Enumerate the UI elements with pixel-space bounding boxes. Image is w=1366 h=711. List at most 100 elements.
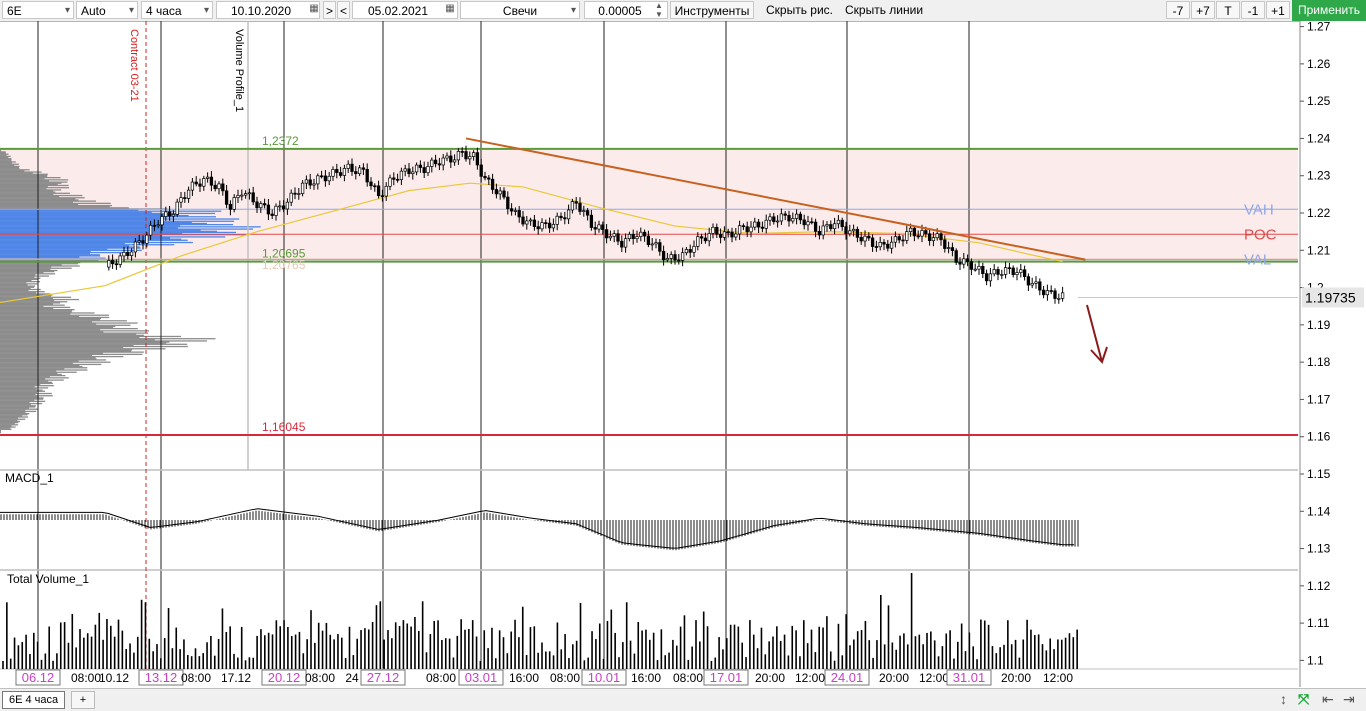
profile-bar [0, 221, 192, 224]
profile-bar [0, 326, 114, 329]
date-to-input[interactable]: 05.02.2021 [352, 1, 458, 19]
instruments-button[interactable]: Инструменты [670, 1, 754, 19]
time-tick-label: 13.12 [145, 670, 178, 685]
profile-bar [0, 276, 35, 278]
candle-body [669, 254, 673, 259]
fit-screen-icon[interactable]: ⤧ [1298, 691, 1310, 707]
profile-bar [0, 182, 62, 184]
profile-bar [0, 155, 11, 158]
profile-bar [0, 352, 103, 354]
scroll-start-icon[interactable]: ⇤ [1322, 691, 1334, 707]
profile-bar [0, 267, 72, 269]
zoom-plus1-button[interactable]: +1 [1266, 1, 1290, 19]
profile-bar [0, 320, 127, 322]
profile-bar [0, 397, 44, 399]
profile-bar [0, 323, 97, 325]
timeframe-select[interactable]: 4 часа [141, 1, 213, 19]
candle-body [555, 215, 559, 225]
add-tab-button[interactable]: + [71, 691, 95, 709]
chart-tab[interactable]: 6E 4 часа [2, 691, 66, 709]
price-tick-label: 1.1 [1307, 653, 1324, 667]
next-button[interactable]: > [323, 1, 336, 19]
candle-body [730, 231, 734, 238]
profile-bar [0, 316, 110, 319]
profile-bar [0, 264, 62, 266]
calendar-icon[interactable]: ▦ [445, 3, 455, 14]
candle-body [939, 233, 943, 241]
candle-body [825, 224, 829, 227]
candle-body [677, 259, 681, 262]
profile-bar [0, 293, 51, 295]
candle-body [646, 235, 651, 246]
profile-bar [0, 364, 80, 367]
price-tick-label: 1.17 [1307, 392, 1331, 406]
profile-bar [0, 430, 1, 433]
candle-body [1045, 290, 1050, 296]
grid [0, 21, 1298, 670]
hide-drawings-button[interactable]: Скрыть рис. [766, 3, 834, 17]
forecast-arrow[interactable] [1086, 304, 1103, 363]
candle-body [1022, 269, 1027, 278]
time-tick-label: 24.01 [831, 670, 864, 685]
candle-body [107, 260, 111, 268]
profile-bar [0, 331, 104, 333]
time-tick-label: 20:00 [879, 671, 909, 685]
candle-body [145, 234, 149, 244]
zoom-minus7-button[interactable]: -7 [1166, 1, 1190, 19]
spinner-icon[interactable]: ▲ ▼ [655, 1, 663, 19]
chart-type-select[interactable]: Свечи [460, 1, 580, 19]
candle-body [126, 251, 130, 257]
vah-label: VAH [1244, 201, 1274, 218]
scale-select[interactable]: Auto [76, 1, 138, 19]
price-axis[interactable]: 1.271.261.251.241.231.221.211.21.191.181… [1299, 21, 1366, 687]
scroll-end-icon[interactable]: ⇥ [1343, 691, 1355, 707]
prev-button[interactable]: < [337, 1, 350, 19]
profile-bar [0, 279, 32, 282]
macd-panel [0, 508, 1079, 551]
vertical-resize-icon[interactable]: ↕ [1280, 691, 1287, 707]
profile-bar [0, 429, 1, 432]
apply-button[interactable]: Применить [1292, 0, 1366, 21]
symbol-select[interactable]: 6E [2, 1, 74, 19]
candle-body [1034, 281, 1038, 284]
profile-bar [0, 227, 178, 229]
candle-body [285, 201, 290, 210]
trend-line[interactable] [465, 137, 1086, 261]
profile-bar [0, 211, 152, 213]
candle-body [582, 210, 586, 212]
candle-body [1019, 269, 1023, 273]
price-chart[interactable]: 1.271.261.251.241.231.221.211.21.191.181… [0, 21, 1366, 687]
calendar-icon[interactable]: ▦ [309, 3, 319, 14]
zoom-minus1-button[interactable]: -1 [1241, 1, 1265, 19]
profile-bar [0, 315, 80, 317]
candle-body [764, 219, 768, 229]
profile-bar [0, 404, 31, 406]
profile-bar [0, 428, 12, 430]
profile-bar [0, 373, 62, 376]
profile-bar [0, 423, 15, 425]
bottom-bar: 6E 4 часа + ↕ ⤧ ⇤ ⇥ [0, 688, 1366, 711]
candle-body [635, 236, 639, 240]
profile-bar [0, 215, 189, 217]
profile-bar [0, 412, 30, 415]
hide-lines-button[interactable]: Скрыть линии [845, 3, 924, 17]
profile-bar [0, 199, 79, 201]
candle-body [908, 227, 913, 232]
candle-body [114, 263, 119, 266]
candle-body [194, 181, 198, 185]
profile-bar [0, 416, 29, 418]
profile-bar [0, 176, 61, 179]
tick-size-input[interactable]: 0.00005 [584, 1, 668, 19]
zoom-plus7-button[interactable]: +7 [1191, 1, 1215, 19]
candle-body [920, 230, 924, 237]
profile-bar [0, 324, 131, 326]
price-tick-label: 1.19 [1307, 318, 1331, 332]
t-button[interactable]: T [1216, 1, 1240, 19]
profile-bar [0, 281, 41, 283]
date-from-input[interactable]: 10.10.2020 [216, 1, 320, 19]
candle-body [696, 236, 700, 247]
current-price-box [1302, 287, 1364, 308]
profile-bar [0, 189, 62, 191]
candle-body [665, 258, 670, 261]
